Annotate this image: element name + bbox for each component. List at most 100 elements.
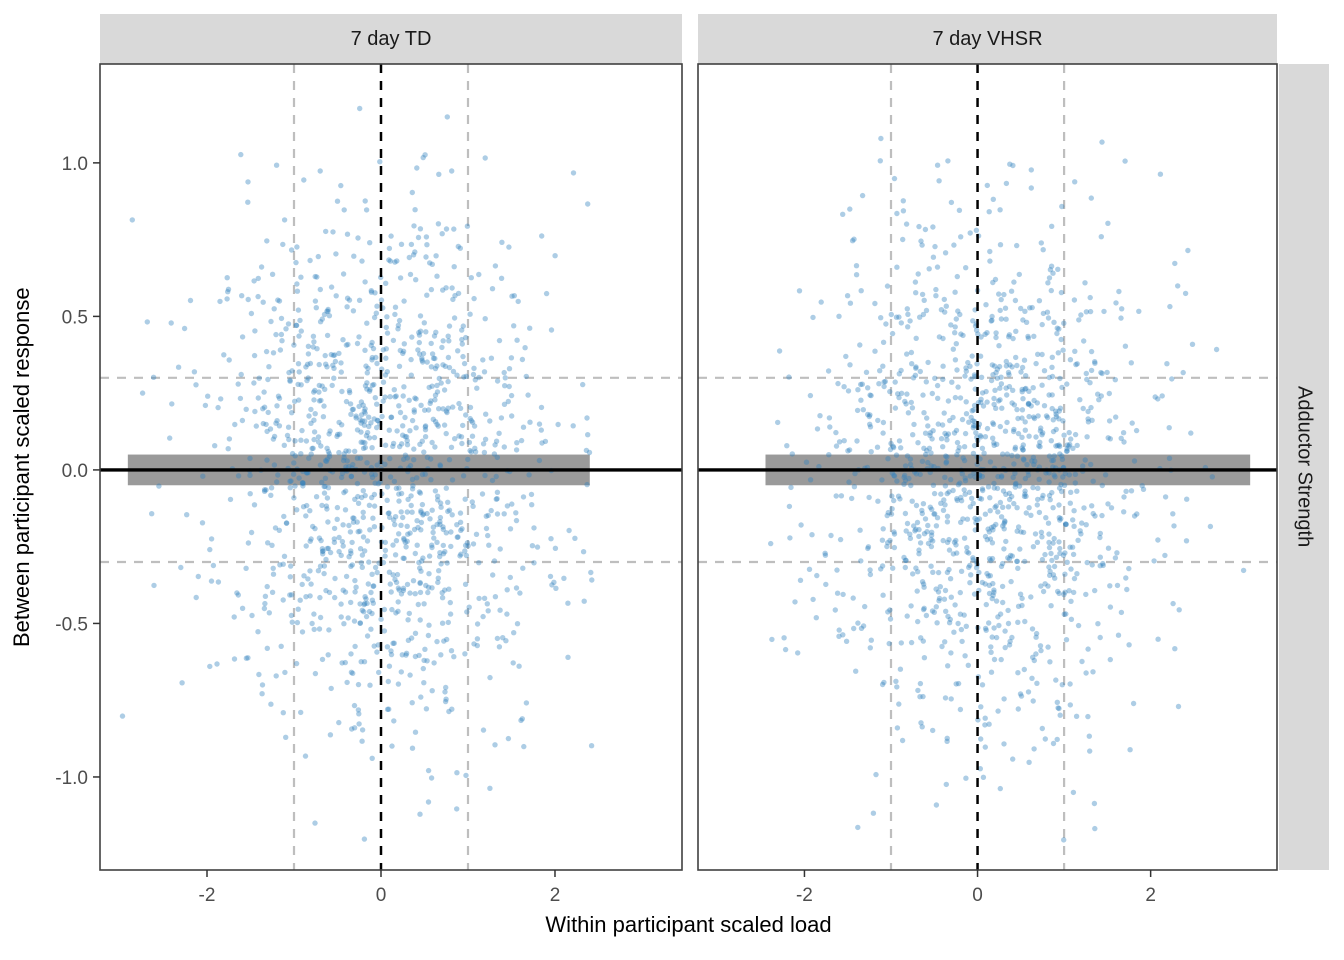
data-point xyxy=(488,355,495,361)
data-point xyxy=(433,253,439,259)
data-point xyxy=(1071,589,1077,596)
data-point xyxy=(968,376,974,382)
data-point xyxy=(436,171,442,177)
data-point xyxy=(454,806,460,812)
data-point xyxy=(858,381,864,388)
data-point xyxy=(858,397,864,403)
data-point xyxy=(976,516,983,522)
data-point xyxy=(1014,558,1020,564)
data-point xyxy=(361,601,367,608)
data-point xyxy=(425,632,432,639)
data-point xyxy=(993,334,999,341)
data-point xyxy=(287,478,293,484)
data-point xyxy=(903,221,910,227)
data-point xyxy=(391,387,397,393)
data-point xyxy=(977,766,983,772)
data-point xyxy=(359,418,365,424)
data-point xyxy=(944,539,951,546)
data-point xyxy=(369,610,375,617)
data-point xyxy=(1051,535,1057,542)
data-point xyxy=(440,406,446,412)
data-point xyxy=(983,388,989,395)
data-point xyxy=(952,289,958,295)
data-point xyxy=(264,645,270,651)
data-point xyxy=(905,410,912,416)
data-point xyxy=(1067,544,1073,550)
data-point xyxy=(400,585,407,591)
data-point xyxy=(1005,620,1012,627)
data-point xyxy=(1213,346,1220,353)
data-point xyxy=(958,331,964,337)
data-point xyxy=(450,296,456,303)
data-point xyxy=(1151,558,1157,564)
data-point xyxy=(290,471,297,477)
data-point xyxy=(1131,513,1138,519)
data-point xyxy=(1088,195,1095,201)
data-point xyxy=(354,340,361,347)
data-point xyxy=(333,251,339,257)
data-point xyxy=(403,434,410,440)
data-point xyxy=(933,286,939,293)
data-point xyxy=(320,551,326,557)
data-point xyxy=(339,422,345,428)
data-point xyxy=(988,644,994,650)
data-point xyxy=(993,369,999,376)
data-point xyxy=(938,436,945,442)
data-point xyxy=(1046,374,1053,381)
data-point xyxy=(491,451,498,457)
data-point xyxy=(355,500,362,506)
data-point xyxy=(352,577,358,584)
data-point xyxy=(958,494,964,501)
data-point xyxy=(910,375,917,381)
data-point xyxy=(1019,407,1026,413)
data-point xyxy=(1180,369,1186,376)
data-point xyxy=(287,485,293,491)
data-point xyxy=(875,498,881,504)
data-point xyxy=(884,512,890,519)
data-point xyxy=(408,502,414,509)
data-point xyxy=(353,413,359,419)
data-point xyxy=(988,557,994,564)
data-point xyxy=(1090,478,1096,484)
data-point xyxy=(456,400,462,407)
data-point xyxy=(401,456,407,462)
data-point xyxy=(335,431,341,438)
data-point xyxy=(1067,702,1074,708)
data-point xyxy=(442,587,448,593)
data-point xyxy=(212,443,218,449)
data-point xyxy=(238,151,244,158)
data-point xyxy=(960,455,966,461)
data-point xyxy=(362,347,368,353)
data-point xyxy=(1071,508,1077,514)
data-point xyxy=(501,401,508,407)
data-point xyxy=(382,461,388,467)
data-point xyxy=(434,382,440,389)
data-point xyxy=(959,638,965,645)
data-point xyxy=(149,511,155,517)
data-point xyxy=(422,646,428,652)
data-point xyxy=(1002,519,1008,525)
data-point xyxy=(369,382,376,388)
data-point xyxy=(351,702,358,709)
data-point xyxy=(294,507,300,513)
data-point xyxy=(504,611,510,617)
y-tick-label: 0.5 xyxy=(62,307,88,328)
data-point xyxy=(892,405,899,411)
data-point xyxy=(396,363,403,369)
data-point xyxy=(1118,609,1125,616)
data-point xyxy=(1053,414,1060,420)
data-point xyxy=(1025,401,1032,408)
data-point xyxy=(1062,521,1069,527)
data-point xyxy=(932,243,938,250)
data-point xyxy=(151,582,157,589)
data-point xyxy=(874,444,881,450)
data-point xyxy=(1064,559,1070,565)
data-point xyxy=(1000,451,1006,457)
data-point xyxy=(268,492,274,498)
data-point xyxy=(1042,736,1049,742)
data-point xyxy=(408,493,414,499)
data-point xyxy=(374,462,380,468)
data-point xyxy=(395,608,401,614)
y-tick-label: 1.0 xyxy=(62,154,88,175)
data-point xyxy=(283,326,289,332)
